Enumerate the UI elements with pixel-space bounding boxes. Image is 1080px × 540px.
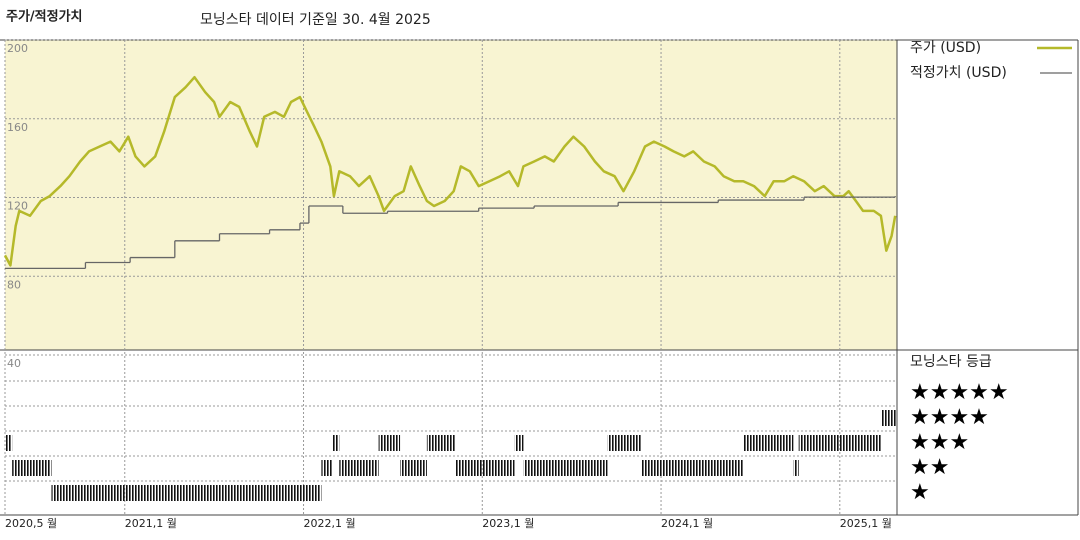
title: 주가/적정가치 (6, 9, 83, 25)
rating-label: ★★ (910, 455, 949, 480)
rating-label: ★★★ (910, 430, 969, 455)
y-tick-label: 120 (7, 200, 28, 213)
y-tick-label: 200 (7, 42, 28, 55)
rating-bar (426, 435, 456, 451)
rating-label: ★★★★ (910, 405, 989, 430)
rating-bar (523, 460, 608, 476)
rating-label: ★★★★★ (910, 380, 1009, 405)
rating-bar (5, 435, 13, 451)
rating-bar (400, 460, 427, 476)
rating-bar (607, 435, 642, 451)
rating-bar (455, 460, 515, 476)
y-tick-label: 80 (7, 278, 21, 291)
x-tick-label: 2022,1 월 (304, 517, 356, 530)
rating-bar (378, 435, 401, 451)
y-tick-label: 40 (7, 357, 21, 370)
x-tick-label: 2024,1 월 (661, 517, 713, 530)
rating-bar (793, 460, 799, 476)
rating-bar (880, 410, 897, 426)
x-tick-label: 2021,1 월 (125, 517, 177, 530)
y-tick-label: 160 (7, 121, 28, 134)
x-tick-label: 2025,1 월 (840, 517, 892, 530)
rating-title: 모닝스타 등급 (910, 354, 992, 370)
rating-bar (514, 435, 524, 451)
x-tick-label: 2020,5 월 (5, 517, 57, 530)
rating-bar (641, 460, 744, 476)
rating-bar (321, 460, 333, 476)
rating-label: ★ (910, 480, 930, 505)
price-line (3, 75, 897, 267)
rating-bar (743, 435, 794, 451)
rating-bar (339, 460, 379, 476)
legend-label: 주가 (USD) (910, 40, 981, 56)
legend-label: 적정가치 (USD) (910, 65, 1007, 81)
rating-bar (12, 460, 52, 476)
subtitle: 모닝스타 데이터 기준일 30. 4월 2025 (200, 12, 431, 28)
rating-bar (332, 435, 340, 451)
x-tick-label: 2023,1 월 (482, 517, 534, 530)
rating-bar (51, 485, 322, 501)
rating-bar (798, 435, 881, 451)
